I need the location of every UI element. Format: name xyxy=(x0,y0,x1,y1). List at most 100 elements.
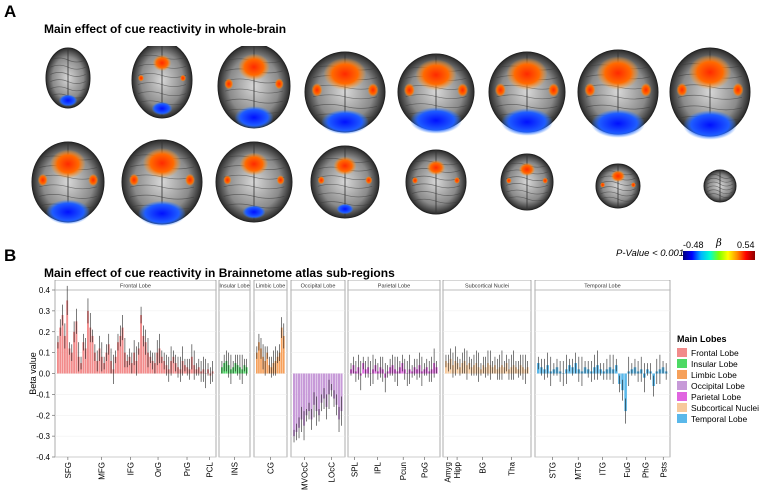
colorbar-min-label: -0.48 xyxy=(683,240,704,250)
bar xyxy=(624,373,627,412)
bar xyxy=(59,327,62,374)
brain-slice xyxy=(304,51,386,135)
strip-label: Parietal Lobe xyxy=(378,284,410,290)
bar xyxy=(280,327,283,374)
colorbar xyxy=(683,251,755,260)
y-tick-label: 0.2 xyxy=(39,328,51,337)
y-axis-label: Beta value xyxy=(28,352,38,395)
colorbar-beta-symbol: β xyxy=(716,238,722,249)
y-tick-label: -0.1 xyxy=(36,390,50,399)
legend-swatch xyxy=(677,348,687,357)
brain-slice xyxy=(405,149,467,215)
bar xyxy=(308,373,311,412)
bar xyxy=(75,321,78,374)
legend-swatch xyxy=(677,359,687,368)
strip-label: Frontal Lobe xyxy=(120,284,151,290)
x-tick-label: Tha xyxy=(508,461,517,475)
lobe-panel: Frontal Lobe SFG MFG IFG OrG PrG PCL xyxy=(54,280,217,480)
x-tick-label: PoG xyxy=(420,462,429,478)
beta-bar-chart: Beta value 0.4 0.3 0.2 0.1 0.0 -0.1 -0.2 -0.3 -0.… xyxy=(28,280,671,490)
bar xyxy=(303,373,306,426)
brain-slice xyxy=(703,169,737,203)
x-tick-label: Amyg xyxy=(443,462,452,482)
strip-label: Occipital Lobe xyxy=(301,284,336,290)
bar xyxy=(313,373,316,405)
panel-a-title: Main effect of cue reactivity in whole-b… xyxy=(44,22,287,36)
legend-swatch xyxy=(677,414,687,423)
bar xyxy=(140,315,143,374)
x-tick-label: MVOcC xyxy=(301,462,310,490)
brain-slices xyxy=(31,46,751,227)
bar xyxy=(114,356,117,374)
y-tick-label: -0.3 xyxy=(36,432,50,441)
bar xyxy=(160,356,163,374)
legend-label: Temporal Lobe xyxy=(691,413,748,424)
lobe-panel: Insular Lobe INS xyxy=(218,280,251,475)
bar xyxy=(258,342,260,374)
brain-slice xyxy=(217,46,291,129)
bar xyxy=(119,335,122,374)
legend-swatch xyxy=(677,381,687,390)
bar xyxy=(310,373,313,420)
legend-label: Subcortical Nuclei xyxy=(691,402,760,413)
bar xyxy=(278,352,281,374)
bar xyxy=(298,373,301,428)
brain-slice xyxy=(131,46,193,119)
bar xyxy=(68,348,71,374)
y-tick-label: 0.3 xyxy=(39,307,51,316)
legend: Main Lobes Frontal Lobe Insular Lobe Limbi… xyxy=(677,334,759,424)
x-tick-label: INS xyxy=(231,462,240,475)
brain-slice xyxy=(31,141,105,225)
bar xyxy=(63,335,66,374)
legend-title: Main Lobes xyxy=(677,334,727,344)
x-tick-label: MTG xyxy=(574,462,583,480)
legend-label: Occipital Lobe xyxy=(691,380,745,391)
legend-label: Parietal Lobe xyxy=(691,391,742,402)
legend-swatch xyxy=(677,392,687,401)
x-tick-label: LOcC xyxy=(328,462,337,483)
bar xyxy=(333,373,336,399)
x-tick-label: Pcun xyxy=(399,462,408,480)
bar xyxy=(142,335,145,374)
bar xyxy=(300,373,303,420)
x-tick-label: FuG xyxy=(623,462,632,478)
legend-label: Limbic Lobe xyxy=(691,369,737,380)
bar xyxy=(315,373,318,412)
bar xyxy=(91,335,94,374)
brain-slice xyxy=(500,153,554,211)
y-tick-label: 0.1 xyxy=(39,349,51,358)
bar xyxy=(89,327,92,374)
legend-swatch xyxy=(677,370,687,379)
x-tick-label: SPL xyxy=(350,461,359,477)
bar xyxy=(57,342,59,374)
brain-slice xyxy=(310,145,380,219)
x-tick-label: BG xyxy=(479,462,488,474)
bar xyxy=(84,348,87,374)
lobe-panel: Temporal Lobe STG MTG ITG FuG PhG Psts xyxy=(534,280,671,480)
bar xyxy=(325,373,328,407)
bar xyxy=(320,373,323,403)
bar xyxy=(256,352,258,374)
p-value-label: P-Value < 0.001 xyxy=(616,248,685,259)
bar xyxy=(107,344,110,374)
colorbar-max-label: 0.54 xyxy=(737,240,755,250)
lobe-panel: Limbic Lobe CG xyxy=(253,280,288,474)
y-tick-label: 0.0 xyxy=(39,370,51,379)
x-tick-label: MFG xyxy=(98,462,107,480)
legend-item: Occipital Lobe xyxy=(677,380,759,391)
brain-slice xyxy=(121,139,203,227)
bar xyxy=(144,342,147,374)
bar xyxy=(121,327,124,374)
x-tick-label: Hipp xyxy=(453,461,462,478)
bar xyxy=(335,373,338,405)
bar xyxy=(82,342,85,374)
bar xyxy=(305,373,308,416)
bar xyxy=(70,352,73,374)
x-tick-label: PhG xyxy=(642,462,651,478)
x-tick-label: PrG xyxy=(183,462,192,476)
bar xyxy=(98,348,101,374)
legend-swatch xyxy=(677,403,687,412)
x-tick-label: CG xyxy=(267,462,276,474)
x-tick-label: IFG xyxy=(127,462,136,475)
brain-slice xyxy=(595,163,641,209)
